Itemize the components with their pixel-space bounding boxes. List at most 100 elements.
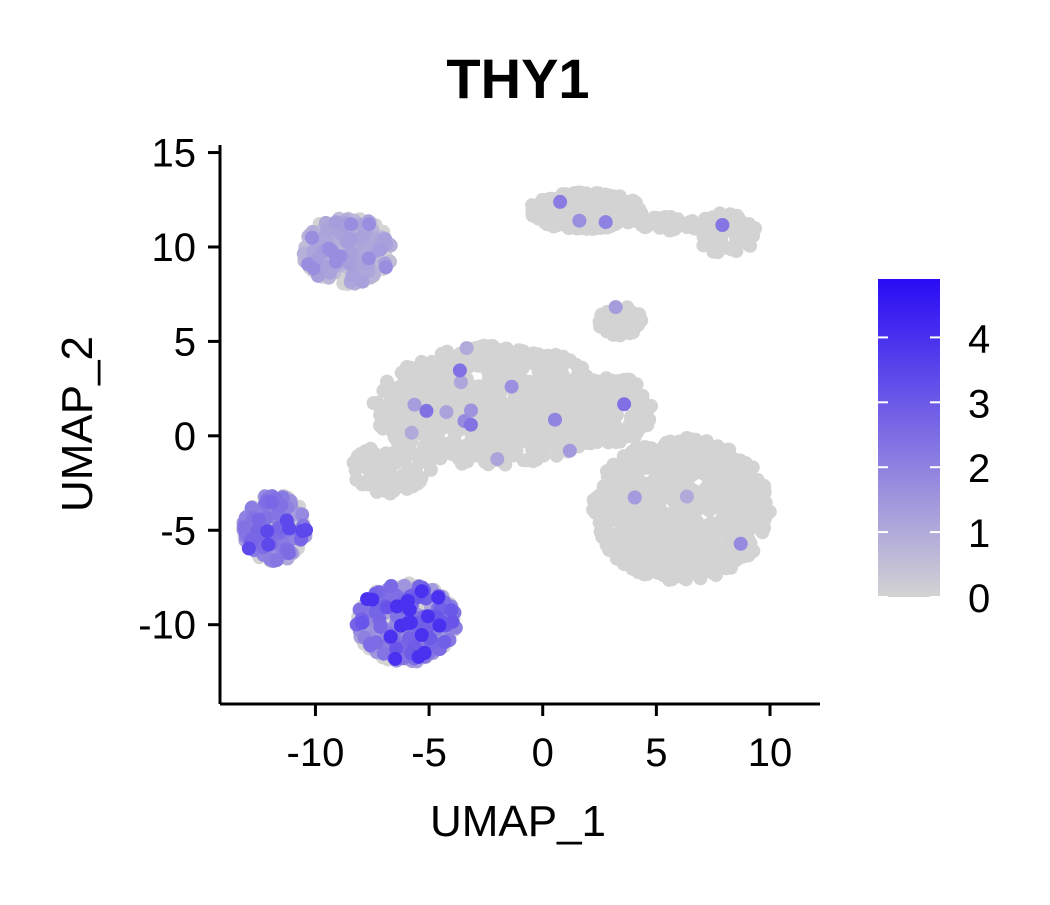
data-point <box>362 217 377 232</box>
data-point <box>423 462 438 477</box>
data-point <box>635 561 650 576</box>
colorbar-legend: 0 1 2 3 4 <box>878 279 990 621</box>
x-tick-label: -10 <box>287 731 345 775</box>
data-point <box>664 444 679 459</box>
data-point <box>388 651 403 666</box>
data-point <box>434 446 448 461</box>
data-point <box>744 472 759 487</box>
data-point <box>684 432 699 447</box>
data-point <box>617 397 632 412</box>
colorbar-tick-label: 0 <box>968 577 990 621</box>
data-point <box>389 641 404 656</box>
data-point <box>651 532 666 547</box>
data-point <box>413 416 428 431</box>
data-point <box>632 307 647 322</box>
data-point <box>715 218 730 232</box>
data-point <box>686 450 701 465</box>
data-point <box>562 443 577 458</box>
data-point <box>743 482 758 497</box>
data-point <box>617 557 631 572</box>
data-point <box>504 379 519 394</box>
data-point <box>237 520 252 535</box>
colorbar-tick-label: 2 <box>968 447 990 491</box>
data-point <box>730 208 745 223</box>
data-point <box>378 232 392 246</box>
data-point <box>543 437 558 452</box>
data-point <box>404 378 419 393</box>
data-point <box>722 527 737 542</box>
data-point <box>655 218 670 233</box>
data-point <box>579 424 594 439</box>
data-point <box>521 374 536 389</box>
y-tick-label: -5 <box>160 509 196 553</box>
data-point <box>241 541 256 556</box>
data-point <box>757 478 772 493</box>
data-point <box>757 497 772 512</box>
data-point <box>520 399 535 414</box>
data-point <box>656 470 671 485</box>
data-point <box>369 484 384 499</box>
data-point <box>679 489 694 504</box>
data-point <box>476 408 491 423</box>
data-point <box>539 351 554 366</box>
data-point <box>566 381 581 395</box>
data-point <box>630 424 645 439</box>
data-point <box>684 220 699 235</box>
data-point <box>629 397 644 412</box>
chart-title: THY1 <box>446 47 589 110</box>
data-point <box>733 536 748 551</box>
data-point <box>343 232 358 246</box>
data-point <box>408 461 423 476</box>
data-point <box>584 218 599 233</box>
data-point <box>444 603 459 618</box>
data-point <box>728 494 743 509</box>
data-point <box>384 386 399 401</box>
y-tick-label: 0 <box>174 415 196 459</box>
data-point <box>549 448 564 463</box>
data-point <box>368 446 382 461</box>
colorbar <box>878 279 940 597</box>
data-point <box>439 405 454 420</box>
data-point <box>609 435 624 450</box>
data-point <box>668 551 683 566</box>
x-tick-label: 0 <box>532 731 554 775</box>
data-point <box>702 459 717 474</box>
x-tick-label: 5 <box>645 731 667 775</box>
data-point <box>261 537 276 552</box>
data-point <box>606 327 621 342</box>
data-point <box>498 404 513 419</box>
data-point <box>636 450 651 465</box>
data-point <box>345 267 360 282</box>
colorbar-tick-label: 1 <box>968 512 990 556</box>
data-point <box>660 523 675 537</box>
data-point <box>510 425 525 440</box>
data-point <box>546 216 561 231</box>
data-point <box>350 449 365 464</box>
data-point <box>251 512 266 527</box>
data-point <box>417 383 432 398</box>
data-point <box>586 502 600 517</box>
data-point <box>463 417 478 432</box>
data-point <box>710 560 725 575</box>
data-point <box>437 635 452 649</box>
data-point <box>402 602 417 617</box>
data-point <box>355 615 370 630</box>
data-point <box>475 347 489 362</box>
data-point <box>360 592 375 607</box>
data-point <box>419 403 434 418</box>
data-point <box>461 354 476 369</box>
data-point <box>592 515 607 530</box>
data-point <box>690 499 705 513</box>
data-point <box>621 372 636 387</box>
data-point <box>392 441 407 456</box>
data-point <box>672 565 687 579</box>
data-point <box>652 449 667 464</box>
data-point <box>565 408 580 423</box>
data-point <box>638 213 653 228</box>
data-point <box>428 372 443 387</box>
data-point <box>445 614 460 629</box>
data-point <box>627 490 642 505</box>
data-point <box>432 618 447 633</box>
data-point <box>598 187 613 202</box>
data-point <box>599 498 614 513</box>
